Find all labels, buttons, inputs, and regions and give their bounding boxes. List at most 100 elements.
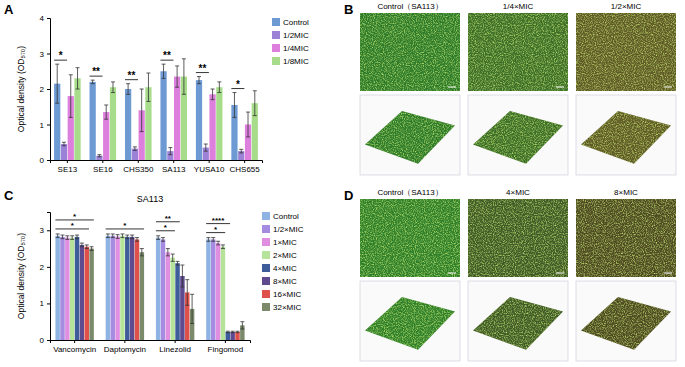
series [89, 247, 244, 340]
image-panel-1: DControl（SA113）4×MIC8×MIC [344, 188, 676, 361]
x-tick-label: SA113 [162, 165, 186, 174]
y-tick-label: 4 [40, 14, 45, 23]
error-bar [91, 80, 95, 84]
significance-label: ** [163, 50, 171, 61]
bar [75, 237, 79, 340]
error-bar [76, 68, 80, 89]
y-tick-label: 2 [40, 263, 45, 272]
x-tick: CHS350 [123, 160, 154, 174]
significance-label: ** [128, 70, 136, 81]
image-title: 8×MIC [614, 188, 638, 197]
error-bar [104, 105, 108, 119]
bar [230, 332, 234, 340]
error-bar [97, 155, 101, 157]
bar [174, 77, 180, 160]
bar [74, 78, 80, 160]
panel-1: CSA1130123VancomycinDaptomycinLinezolidF… [4, 188, 304, 354]
legend-label: 2×MIC [273, 251, 297, 260]
bar [55, 236, 59, 340]
legend-swatch [272, 57, 280, 65]
y-tick-mark [47, 89, 50, 90]
image-texture [468, 199, 568, 277]
error-bar [130, 235, 134, 239]
y-tick: 1 [40, 121, 50, 130]
image [576, 199, 676, 277]
legend-swatch [272, 44, 280, 52]
x-tick-label: Linezolid [159, 345, 191, 354]
error-bar [111, 82, 115, 93]
error-bar [70, 236, 74, 240]
x-tick-label: Fingomod [208, 345, 244, 354]
image-3d-texture [473, 111, 563, 164]
x-tick-label: CHS350 [123, 165, 154, 174]
error-bar [236, 331, 240, 332]
error-bar [232, 93, 236, 118]
y-tick-mark [47, 340, 50, 341]
legend-swatch [272, 31, 280, 39]
image-3d [365, 297, 455, 350]
error-bar [176, 261, 180, 265]
scale-bar [556, 87, 564, 88]
bar [110, 87, 116, 160]
significance-label: * [59, 50, 63, 61]
image-panel-0: BControl（SA113）1/4×MIC1/2×MIC [344, 2, 676, 175]
scale-bar [556, 273, 564, 274]
error-bar [197, 77, 201, 84]
series [55, 234, 210, 340]
y-tick-label: 0 [40, 336, 45, 345]
y-axis-line [47, 19, 51, 161]
bar [196, 80, 202, 160]
legend-swatch [262, 277, 270, 285]
image-texture [360, 13, 460, 91]
x-axis: Vancomycin Daptomycin Linezolid Fingomod [51, 340, 251, 354]
image-texture [576, 13, 676, 91]
error-bar [156, 236, 160, 240]
bar [80, 245, 84, 340]
bar [170, 258, 174, 340]
panel-letter: D [344, 188, 353, 203]
x-tick-label: Daptomycin [104, 345, 146, 354]
legend-label: 4×MIC [273, 264, 297, 273]
comparison-label: **** [212, 216, 225, 225]
bar [216, 87, 222, 160]
bar [111, 236, 115, 340]
error-bar [221, 245, 225, 249]
legend-swatch [262, 290, 270, 298]
x-tick-label: Vancomycin [53, 345, 96, 354]
error-bar [90, 247, 94, 251]
series [60, 234, 215, 340]
error-bar [217, 82, 221, 93]
error-bar [175, 66, 179, 87]
error-bar [80, 243, 84, 247]
image-3d [581, 297, 671, 350]
y-tick-mark [47, 230, 50, 231]
x-tick: SE13 [58, 160, 78, 174]
comparison-label: * [71, 221, 75, 230]
x-tick: SE16 [93, 160, 113, 174]
y-tick-mark [47, 18, 50, 19]
bar [211, 239, 215, 340]
bar [70, 238, 74, 340]
bar [89, 249, 93, 340]
image [360, 199, 460, 277]
x-tick: Daptomycin [104, 340, 146, 354]
x-tick: CHS655 [230, 160, 261, 174]
comparison-label: * [123, 221, 127, 230]
error-bar [240, 322, 244, 329]
bar [160, 71, 166, 160]
legend-swatch [262, 303, 270, 311]
error-bar [239, 149, 243, 153]
legend-label: 8×MIC [273, 277, 297, 286]
bar [120, 236, 124, 340]
image [468, 13, 568, 91]
error-bar [190, 294, 194, 323]
x-tick: YUSA10 [194, 160, 225, 174]
comparison-label: * [164, 223, 168, 232]
series [68, 66, 251, 160]
x-tick-mark [173, 160, 174, 163]
x-tick-mark [209, 160, 210, 163]
bar [161, 239, 165, 340]
figure: A01234SE13SE16CHS350SA113YUSA10CHS655Opt… [0, 0, 685, 367]
x-tick-mark [175, 340, 176, 343]
image-3d-texture [365, 111, 455, 164]
